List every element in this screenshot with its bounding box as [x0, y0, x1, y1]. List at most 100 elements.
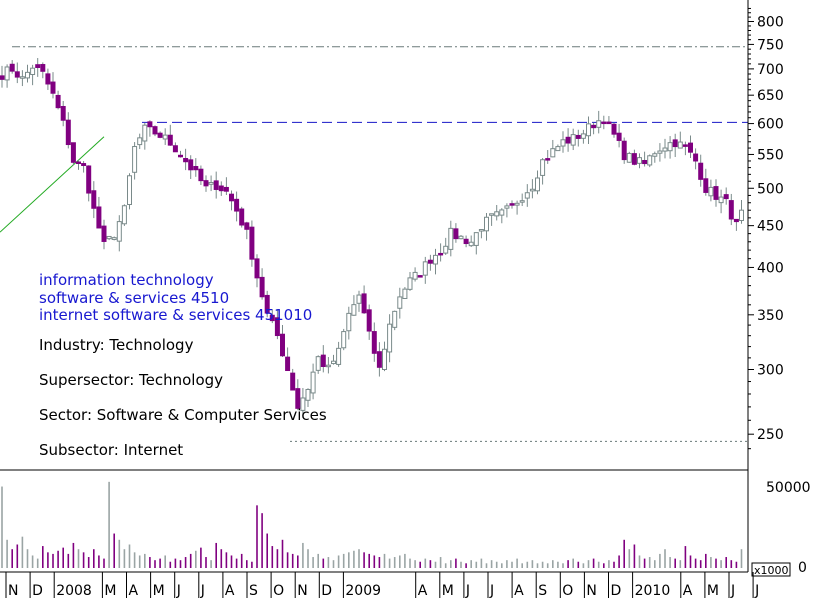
volume-tick-label: 50000	[766, 480, 811, 496]
candle-body	[392, 310, 398, 328]
price-tick-label: 550	[757, 147, 784, 163]
candle-body	[677, 141, 683, 149]
candle-body	[101, 225, 107, 242]
candle-body	[137, 137, 143, 146]
candle-body	[427, 259, 433, 264]
candle-body	[132, 146, 138, 173]
candle-body	[616, 132, 622, 141]
candle-body	[382, 348, 387, 370]
time-tick-label: O	[273, 583, 284, 599]
candle-body	[0, 75, 5, 80]
candle-body	[356, 294, 362, 304]
candle-body	[361, 293, 367, 314]
annotation-supersector: Supersector: Technology	[39, 371, 224, 389]
time-tick-label: A	[418, 583, 428, 599]
candle-body	[591, 124, 597, 129]
candle-body	[152, 126, 158, 135]
candle-body	[688, 142, 693, 153]
candle-body	[412, 271, 418, 280]
candle-body	[371, 331, 377, 354]
candle-body	[575, 134, 581, 139]
candle-body	[183, 158, 189, 163]
candle-body	[127, 175, 132, 206]
candle-body	[19, 76, 25, 79]
candle-body	[259, 276, 265, 298]
candle-body	[65, 119, 71, 146]
candle-body	[682, 144, 688, 147]
candle-body	[290, 372, 296, 391]
candle-body	[96, 206, 102, 229]
candle-body	[305, 388, 311, 401]
candle-body	[438, 252, 444, 256]
candle-body	[387, 323, 393, 353]
candle-body	[489, 213, 495, 216]
candle-body	[208, 181, 214, 185]
candle-body	[708, 186, 714, 197]
candle-body	[698, 162, 704, 180]
candle-body	[545, 158, 551, 161]
candle-body	[50, 81, 56, 94]
candle-body	[596, 120, 602, 128]
candle-body	[172, 145, 178, 153]
candle-body	[239, 208, 245, 226]
candle-body	[203, 180, 209, 187]
candle-body	[249, 226, 255, 260]
time-tick-label: J	[465, 583, 470, 599]
candle-body	[25, 71, 30, 79]
time-tick-label: N	[586, 583, 596, 599]
candle-body	[504, 205, 510, 209]
candle-body	[601, 121, 607, 125]
annotation-subsector: Subsector: Internet	[39, 441, 184, 459]
time-tick-label: 2010	[635, 583, 671, 599]
candle-body	[631, 153, 637, 165]
time-tick-label: N	[8, 583, 18, 599]
candle-body	[494, 211, 500, 217]
candle-body	[30, 67, 36, 76]
candle-body	[300, 397, 306, 411]
candle-body	[223, 186, 229, 192]
time-tick-label: A	[683, 583, 693, 599]
price-tick-label: 500	[757, 181, 784, 197]
price-tick-label: 400	[757, 260, 784, 276]
time-tick-label: J	[489, 583, 494, 599]
candle-body	[234, 198, 240, 212]
candle-body	[703, 178, 709, 193]
candle-body	[621, 140, 627, 161]
candle-body	[713, 186, 719, 200]
candle-body	[473, 232, 479, 246]
candle-body	[458, 235, 464, 240]
candle-body	[351, 304, 357, 316]
price-tick-label: 700	[757, 62, 784, 78]
candle-body	[718, 196, 724, 204]
candle-body	[728, 200, 734, 220]
candle-body	[376, 351, 382, 368]
candle-body	[91, 190, 97, 209]
candle-body	[86, 165, 92, 194]
time-tick-label: M	[442, 583, 454, 599]
candle-body	[310, 371, 316, 394]
candle-body	[580, 133, 586, 139]
candle-body	[366, 309, 372, 332]
candle-body	[280, 333, 285, 357]
candle-body	[739, 209, 744, 222]
candle-body	[35, 64, 41, 68]
candle-body	[484, 216, 489, 232]
candle-body	[264, 294, 270, 314]
candle-body	[499, 209, 505, 216]
candle-body	[213, 180, 219, 190]
candle-body	[142, 124, 148, 142]
candle-body	[70, 142, 76, 163]
candle-body	[723, 194, 729, 200]
candle-body	[535, 177, 540, 192]
time-tick-label: M	[707, 583, 719, 599]
candle-body	[647, 155, 653, 166]
candle-body	[325, 364, 331, 368]
candle-body	[341, 331, 347, 349]
candle-body	[295, 388, 301, 409]
candle-body	[336, 347, 342, 365]
price-tick-label: 800	[757, 15, 784, 31]
horizontal-levels	[12, 46, 748, 442]
candle-body	[218, 185, 224, 192]
